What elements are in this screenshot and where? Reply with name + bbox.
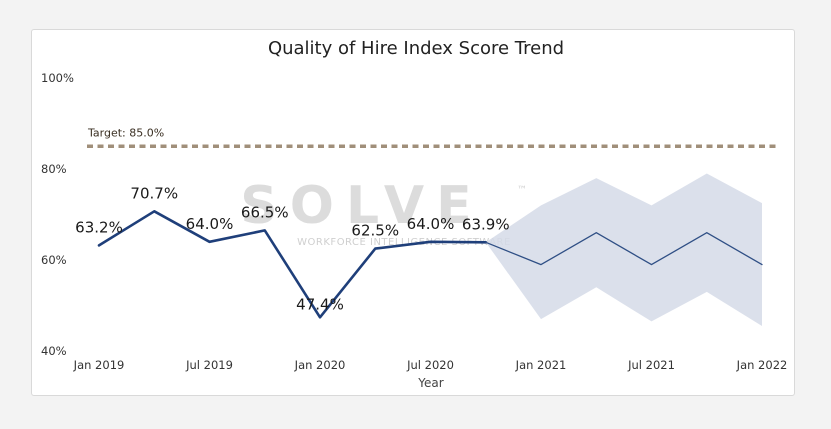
x-tick-label: Jan 2022 <box>736 358 788 372</box>
y-tick-label: 100% <box>41 71 74 85</box>
data-label: 63.2% <box>75 218 123 236</box>
x-tick-label: Jul 2019 <box>185 358 233 372</box>
solve-watermark: SOLVE ™ WORKFORCE INTELLIGENCE SOFTWARE <box>240 176 527 248</box>
data-label: 62.5% <box>351 222 399 240</box>
x-tick-label: Jan 2020 <box>294 358 346 372</box>
actual-series-line <box>97 210 488 319</box>
y-tick-label: 40% <box>41 344 67 358</box>
forecast-series-line <box>485 232 763 266</box>
watermark-tagline: WORKFORCE INTELLIGENCE SOFTWARE <box>297 237 511 248</box>
x-axis-title: Year <box>417 376 443 390</box>
x-tick-label: Jul 2020 <box>406 358 454 372</box>
target-layer: Target: 85.0% <box>87 126 776 148</box>
data-label: 47.4% <box>296 295 344 313</box>
data-label: 66.5% <box>241 203 289 221</box>
data-label: 64.0% <box>186 215 234 233</box>
x-tick-label: Jan 2019 <box>73 358 125 372</box>
y-tick-label: 80% <box>41 162 67 176</box>
data-label: 63.9% <box>462 215 510 233</box>
y-axis-ticks: 100% 80% 60% 40% <box>41 71 74 358</box>
watermark-trademark: ™ <box>517 185 528 196</box>
watermark-brand: SOLVE <box>240 176 483 236</box>
y-tick-label: 60% <box>41 253 67 267</box>
series-line-layer <box>97 210 763 319</box>
x-axis-ticks: Jan 2019 Jul 2019 Jan 2020 Jul 2020 Jan 2021… <box>73 358 788 372</box>
forecast-confidence-band <box>485 173 762 326</box>
data-label: 70.7% <box>130 184 178 202</box>
line-chart: Quality of Hire Index Score Trend SOLVE … <box>41 38 788 390</box>
data-label-layer: 63.2% 70.7% 64.0% 66.5% 47.4% 62.5% 64.0% 63.9% <box>75 184 509 313</box>
x-tick-label: Jan 2021 <box>515 358 567 372</box>
x-tick-label: Jul 2021 <box>627 358 675 372</box>
target-label: Target: 85.0% <box>87 126 164 139</box>
data-label: 64.0% <box>407 215 455 233</box>
chart-title: Quality of Hire Index Score Trend <box>268 38 564 59</box>
chart-card: Quality of Hire Index Score Trend SOLVE … <box>31 29 795 396</box>
forecast-band-layer <box>485 173 762 326</box>
